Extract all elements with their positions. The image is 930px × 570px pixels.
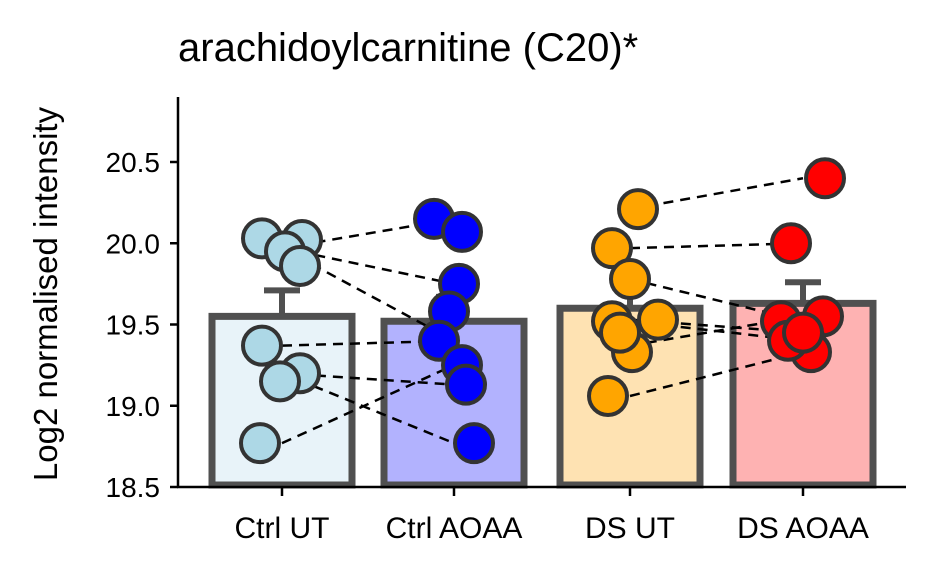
x-tick-label: DS AOAA (737, 512, 869, 545)
y-ticks: 18.5 19.0 19.5 20.0 20.5 (106, 147, 178, 503)
data-point (617, 188, 659, 231)
pair-line (281, 372, 455, 386)
data-point (241, 324, 283, 367)
data-point (279, 245, 321, 287)
data-point (591, 227, 633, 270)
data-point (782, 311, 824, 354)
data-point (445, 363, 487, 406)
pair-line (629, 315, 804, 347)
y-tick-label: 19.5 (106, 310, 161, 341)
y-tick-label: 18.5 (106, 472, 161, 503)
x-ticks: Ctrl UT Ctrl AOAA DS UT DS AOAA (235, 487, 869, 545)
y-tick-label: 20.5 (106, 147, 161, 178)
data-point (804, 157, 846, 200)
chart-title: arachidoylcarnitine (C20)* (178, 26, 638, 70)
data-point (259, 360, 301, 403)
pair-line (281, 363, 455, 445)
data-point (770, 222, 812, 265)
y-tick-label: 19.0 (106, 391, 161, 422)
y-axis-label: Log2 normalised intensity (27, 106, 64, 481)
pair-line (629, 277, 804, 323)
data-points (239, 157, 846, 465)
data-point (599, 311, 641, 354)
pair-line (281, 246, 455, 286)
pair-line (281, 372, 455, 445)
pair-line (629, 177, 804, 211)
data-point (609, 258, 651, 300)
y-tick-label: 20.0 (106, 228, 161, 259)
data-point (441, 210, 483, 253)
bar (729, 299, 877, 489)
paired-lines (281, 177, 804, 445)
data-point (637, 298, 679, 341)
data-point (453, 422, 495, 465)
data-point (587, 375, 629, 417)
data-point (239, 422, 281, 465)
pair-line (629, 350, 804, 398)
x-tick-label: Ctrl UT (235, 512, 330, 545)
x-tick-label: DS UT (585, 512, 675, 545)
x-tick-label: Ctrl AOAA (386, 512, 523, 545)
